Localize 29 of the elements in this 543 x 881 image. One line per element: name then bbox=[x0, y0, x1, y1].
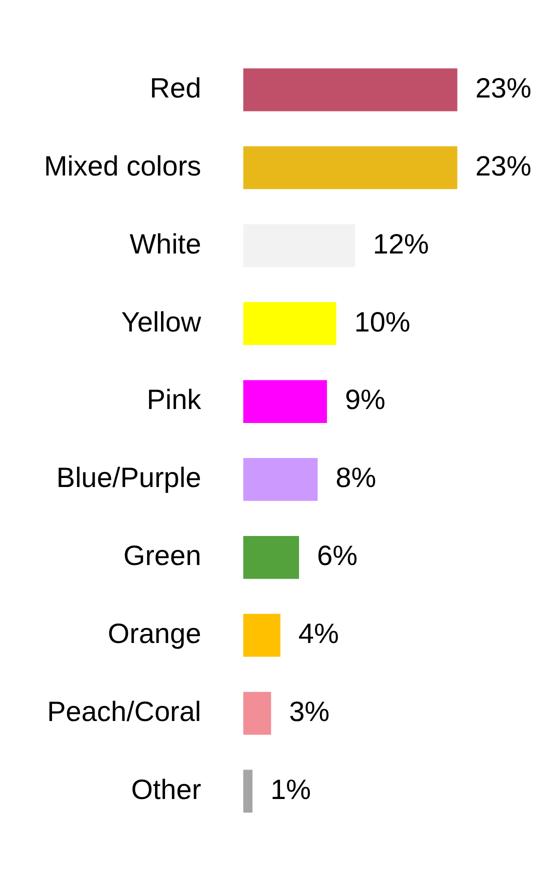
bar bbox=[243, 68, 458, 112]
bar bbox=[243, 536, 300, 579]
bar bbox=[243, 692, 272, 735]
data-label: 3% bbox=[289, 696, 330, 728]
data-label: 1% bbox=[270, 774, 311, 805]
y-tick-label: Green bbox=[123, 540, 202, 572]
data-label: 12% bbox=[372, 228, 429, 260]
y-tick-label: Red bbox=[150, 72, 202, 104]
data-label: 9% bbox=[344, 384, 386, 416]
y-tick-label: Orange bbox=[108, 618, 202, 650]
y-tick-label: Blue/Purple bbox=[56, 462, 202, 494]
y-tick-label: Mixed colors bbox=[44, 150, 202, 182]
data-label: 23% bbox=[475, 150, 532, 182]
y-tick-label: Other bbox=[131, 774, 202, 805]
bar bbox=[243, 380, 327, 423]
bar bbox=[243, 146, 458, 190]
bar bbox=[243, 458, 318, 501]
y-tick-label: Peach/Coral bbox=[47, 696, 202, 728]
data-label: 4% bbox=[298, 618, 339, 650]
data-label: 23% bbox=[475, 72, 532, 104]
data-label: 6% bbox=[317, 540, 358, 572]
data-label: 10% bbox=[354, 306, 410, 338]
bar bbox=[243, 302, 336, 346]
y-tick-label: White bbox=[130, 228, 202, 260]
data-label: 8% bbox=[336, 462, 376, 494]
bar bbox=[243, 614, 280, 657]
y-tick-label: Yellow bbox=[121, 306, 202, 338]
bar bbox=[243, 770, 252, 813]
y-tick-label: Pink bbox=[146, 384, 202, 416]
